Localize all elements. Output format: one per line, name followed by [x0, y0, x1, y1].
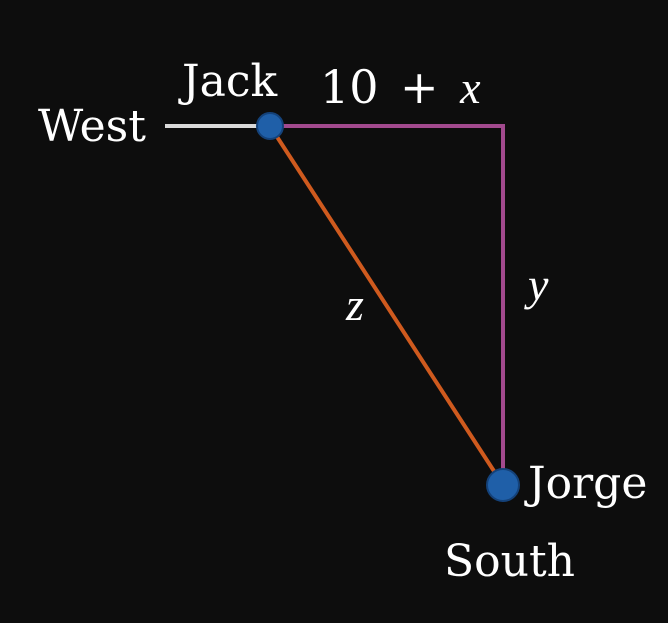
jorge-label: Jorge — [524, 458, 647, 509]
hypotenuse-segment — [268, 124, 505, 487]
top-plus: + — [400, 60, 439, 114]
south-label: South — [444, 536, 575, 587]
top-variable: x — [459, 62, 481, 113]
jack-point — [256, 112, 284, 140]
top-expression: 10 + x — [320, 60, 481, 114]
hypotenuse-variable: z — [345, 279, 364, 330]
jack-label: Jack — [178, 56, 278, 107]
vertical-variable: y — [524, 259, 549, 310]
west-label: West — [38, 101, 146, 152]
path-east-south — [270, 124, 505, 485]
top-number: 10 — [320, 60, 379, 114]
jorge-point — [486, 468, 520, 502]
